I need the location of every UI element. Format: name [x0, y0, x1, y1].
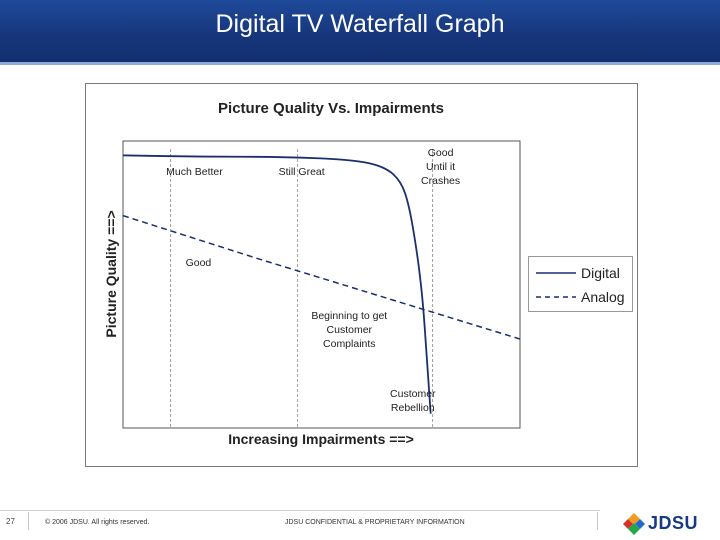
chart-annotation: Customer Rebellion: [390, 388, 436, 414]
header-stripe: [0, 62, 720, 65]
waterfall-chart: Picture Quality Vs. Impairments Much Bet…: [103, 100, 521, 447]
chart-legend: Digital Analog: [528, 256, 633, 312]
chart-annotation: Still Great: [279, 166, 325, 178]
page-number: 27: [6, 517, 15, 526]
slide-title: Digital TV Waterfall Graph: [215, 10, 505, 38]
series-line-analog: [122, 214, 521, 340]
annotations: Much Better Still Great Good Until it Crashe…: [166, 147, 460, 414]
footer-divider: [0, 510, 600, 511]
jdsu-logo: JDSU: [622, 510, 717, 536]
x-axis-label: Increasing Impairments ==>: [228, 431, 414, 447]
chart-annotation: Good Until it Crashes: [421, 147, 460, 187]
chart-annotation: Much Better: [166, 166, 223, 178]
plot-area: [122, 140, 521, 429]
slide-header: Digital TV Waterfall Graph: [0, 0, 720, 62]
series-line-digital: [122, 154, 432, 414]
legend-label-analog: Analog: [581, 289, 625, 305]
series-layer: [122, 154, 521, 414]
footer-separator: [597, 512, 598, 530]
legend-label-digital: Digital: [581, 265, 620, 281]
confidential-notice: JDSU CONFIDENTIAL & PROPRIETARY INFORMAT…: [285, 519, 465, 526]
legend-box: [528, 256, 633, 312]
chart-title: Picture Quality Vs. Impairments: [218, 100, 444, 117]
logo-mark-icon: [623, 513, 645, 535]
chart-annotation: Good: [186, 257, 212, 269]
logo-text: JDSU: [648, 513, 699, 533]
region-dividers: [170, 149, 434, 428]
chart-annotation: Beginning to get Customer Complaints: [311, 310, 387, 350]
copyright-notice: © 2006 JDSU. All rights reserved.: [45, 519, 150, 526]
y-axis-label: Picture Quality ==>: [103, 210, 119, 337]
footer-separator: [28, 512, 29, 530]
